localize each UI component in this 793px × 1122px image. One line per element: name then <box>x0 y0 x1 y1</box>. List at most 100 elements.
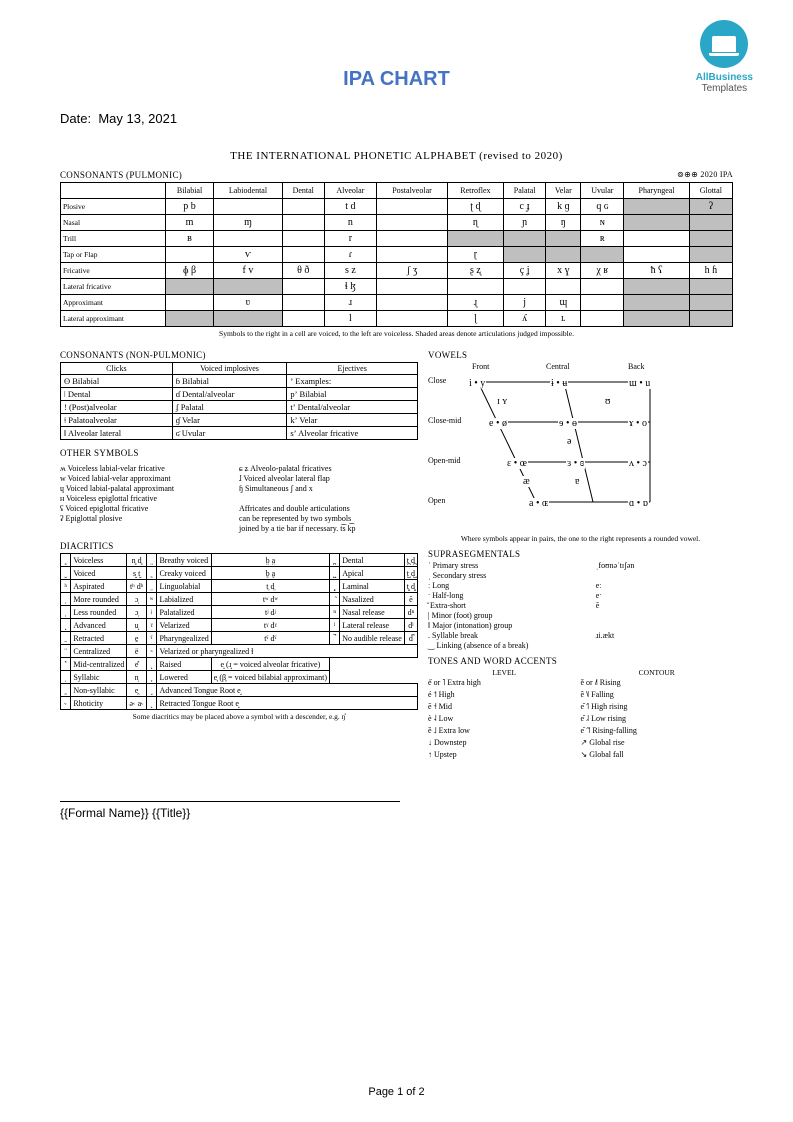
list-item: ʢ Voiced epiglottal fricativeAffricates … <box>60 504 418 513</box>
list-item: e̋ or ˥ Extra highě or ˩˥ Rising <box>428 677 733 689</box>
vowel-symbol: ɨ • ʉ <box>550 378 568 389</box>
vowel-symbol: ʌ • ɔ <box>628 458 648 469</box>
list-item: | Minor (foot) group <box>428 611 733 620</box>
vowel-symbol: a • ɶ <box>528 498 549 509</box>
table-row: Lateral approximantlɭʎʟ <box>61 311 733 327</box>
list-item: ↑ Upstep↘ Global fall <box>428 749 733 761</box>
table-row: ̈Centralizedë̴Velarized or pharyngealize… <box>61 645 418 658</box>
list-item: ʜ Voiceless epiglottal fricative <box>60 494 418 503</box>
list-item: ↓ Downstep↗ Global rise <box>428 737 733 749</box>
copyright: ⊚⊕⊕ 2020 IPA <box>677 170 733 179</box>
vowel-symbol: ɪ ʏ <box>496 396 508 407</box>
vowel-symbol: i • y <box>468 378 486 389</box>
vowel-symbol: e • ø <box>488 418 508 429</box>
table-row: Trillʙrʀ <box>61 231 733 247</box>
vowel-symbol: æ <box>522 476 531 487</box>
table-row: Approximantʋɹɻjɰ <box>61 295 733 311</box>
section-supra: SUPRASEGMENTALS <box>428 549 733 559</box>
table-row: ̩Syllabicn̩̞Lowerede̞ (β̞ = voiced bilab… <box>61 671 418 684</box>
table-row: ǃ (Post)alveolarʄ Palataltʼ Dental/alveo… <box>61 401 418 414</box>
table-row: ǀ Dentalɗ Dental/alveolarpʼ Bilabial <box>61 388 418 401</box>
table-row: Nasalmɱnɳɲŋɴ <box>61 215 733 231</box>
table-row: ̟Advancedu̟ˠVelarizedtˠ dˠˡLateral relea… <box>61 619 418 632</box>
table-row: ̜Less roundedɔ̜ʲPalatalizedtʲ dʲⁿNasal r… <box>61 606 418 619</box>
list-item: . Syllable breakɹi.ækt <box>428 631 733 640</box>
list-item: ‖ Major (intonation) group <box>428 621 733 630</box>
vowel-symbol: ʊ <box>604 396 612 407</box>
table-row: ʰAspiratedtʰ dʰ̼Linguolabialt̼ d̼̻Lamina… <box>61 580 418 593</box>
table-row: Fricativeɸ βf vθ ðs zʃ ʒʂ ʐç ʝx ɣχ ʁħ ʕh… <box>61 263 733 279</box>
list-item: ˑ Half-longeˑ <box>428 591 733 600</box>
table-col-header: Palatal <box>503 183 546 199</box>
table-col-header: Dental <box>282 183 324 199</box>
list-item: ē ˧ Mide᷄ ˦˥ High rising <box>428 701 733 713</box>
consonants-pulmonic-table: BilabialLabiodentalDentalAlveolarPostalv… <box>60 182 733 327</box>
signature-placeholder: {{Formal Name}} {{Title}} <box>60 806 733 820</box>
list-item: ̆ Extra-shortĕ <box>428 601 733 610</box>
nonpulmonic-table: ClicksVoiced implosivesEjectives ʘ Bilab… <box>60 362 418 440</box>
list-item: è ˨ Lowe᷅ ˩˨ Low rising <box>428 713 733 725</box>
table-row: ǁ Alveolar lateralʛ Uvularsʼ Alveolar fr… <box>61 427 418 440</box>
table-row: Tap or Flapⱱɾɽ <box>61 247 733 263</box>
signature-line <box>60 801 400 802</box>
vowel-symbol: ɯ • u <box>628 378 651 389</box>
table-row: ̥Voicelessn̥ d̥̤Breathy voicedb̤ a̤̪Dent… <box>61 554 418 567</box>
table-col-header: Retroflex <box>447 183 503 199</box>
table-row: ̽Mid-centralizede̝̽Raisede̝ (ɹ̝ = voiced… <box>61 658 418 671</box>
table-row: ̹More roundedɔ̹ʷLabializedtʷ dʷ̃Nasalize… <box>61 593 418 606</box>
list-item: joined by a tie bar if necessary. t͡s k͡… <box>60 524 418 533</box>
section-diacritics: DIACRITICS <box>60 541 418 551</box>
other-symbols-list: ʍ Voiceless labial-velar fricativeɕ ʑ Al… <box>60 464 418 533</box>
table-col-header: Glottal <box>689 183 732 199</box>
table-col-header: Alveolar <box>324 183 376 199</box>
tones-list: LEVEL CONTOUR e̋ or ˥ Extra highě or ˩˥ … <box>428 668 733 761</box>
table-row: ̬Voiceds̬ t̬̰Creaky voicedb̰ a̰̺Apicalt̺… <box>61 567 418 580</box>
table-row: Lateral fricativeɬ ɮ <box>61 279 733 295</box>
list-item: ˈ Primary stressˌfoʊnəˈtɪʃən <box>428 561 733 570</box>
list-item: ʍ Voiceless labial-velar fricativeɕ ʑ Al… <box>60 464 418 473</box>
page-container: AllBusiness Templates IPA CHART Date: Ma… <box>0 0 793 850</box>
cons-caption: Symbols to the right in a cell are voice… <box>60 329 733 338</box>
list-item: é ˦ Highê ˥˩ Falling <box>428 689 733 701</box>
table-col-header: Velar <box>546 183 581 199</box>
table-row: ̠Retractede̠ˤPharyngealizedtˤ dˤ̚No audi… <box>61 632 418 645</box>
list-item: ʡ Epiglottal plosivecan be represented b… <box>60 514 418 523</box>
table-row: ʘ Bilabialɓ Bilabialʼ Examples: <box>61 375 418 388</box>
diacritics-table: ̥Voicelessn̥ d̥̤Breathy voicedb̤ a̤̪Dent… <box>60 553 418 710</box>
vowel-symbol: ɜ • ɞ <box>566 458 585 469</box>
list-item: ː Longeː <box>428 581 733 590</box>
date-line: Date: May 13, 2021 <box>60 111 733 126</box>
date-value: May 13, 2021 <box>98 111 177 126</box>
list-item: ˌ Secondary stress <box>428 571 733 580</box>
suprasegmentals-list: ˈ Primary stressˌfoʊnəˈtɪʃənˌ Secondary … <box>428 561 733 650</box>
logo-icon <box>700 20 748 68</box>
page-title: IPA CHART <box>60 68 733 91</box>
logo-text-2: Templates <box>702 83 748 94</box>
table-col-header: Bilabial <box>165 183 213 199</box>
chart-title: THE INTERNATIONAL PHONETIC ALPHABET (rev… <box>60 150 733 162</box>
section-tones: TONES AND WORD ACCENTS <box>428 656 733 666</box>
list-item: ‿ Linking (absence of a break) <box>428 641 733 650</box>
vowel-symbol: ɐ <box>574 476 580 487</box>
vowel-caption: Where symbols appear in pairs, the one t… <box>428 534 733 543</box>
section-pulmonic: CONSONANTS (PULMONIC) ⊚⊕⊕ 2020 IPA <box>60 170 733 180</box>
dia-caption: Some diacritics may be placed above a sy… <box>60 712 418 721</box>
table-row: Plosivep bt dʈ ɖc ɟk ɡq ɢʔ <box>61 199 733 215</box>
table-row: ̯Non-syllabice̯̘Advanced Tongue Root e̘ <box>61 684 418 697</box>
list-item: ȅ ˩ Extra lowe᷈ ˦˥˦ Rising-falling <box>428 725 733 737</box>
vowel-symbol: ɑ • ɒ <box>628 498 649 509</box>
vowel-chart: Front Central Back Close Close-mid Open-… <box>428 362 733 532</box>
list-item: ɥ Voiced labial-palatal approximantɧ Sim… <box>60 484 418 493</box>
vowel-symbol: ɛ • œ <box>506 458 528 469</box>
list-item: w Voiced labial-velar approximantɺ Voice… <box>60 474 418 483</box>
table-row: ǂ Palatoalveolarɠ Velarkʼ Velar <box>61 414 418 427</box>
page-footer: Page 1 of 2 <box>0 1086 793 1098</box>
table-col-header: Labiodental <box>214 183 283 199</box>
table-row: ˞Rhoticityə˞ a˞̙Retracted Tongue Root e̙ <box>61 697 418 710</box>
vowel-symbol: ə <box>566 436 572 447</box>
logo: AllBusiness Templates <box>696 20 753 94</box>
vowel-symbol: ɘ • ɵ <box>558 418 578 429</box>
table-col-header: Postalveolar <box>377 183 448 199</box>
date-label: Date: <box>60 111 91 126</box>
section-nonpulmonic: CONSONANTS (NON-PULMONIC) <box>60 350 418 360</box>
